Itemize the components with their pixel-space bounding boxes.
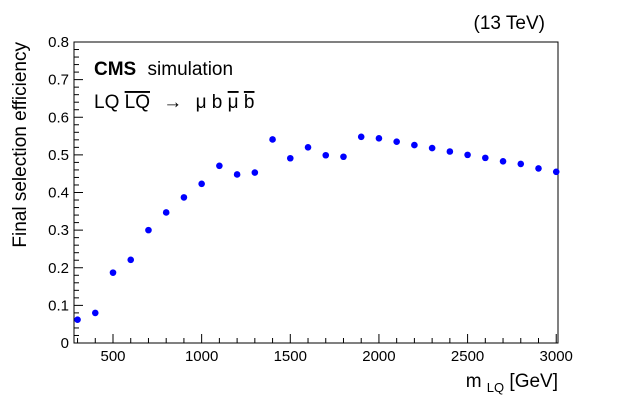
x-axis-label: m LQ [GeV] bbox=[466, 371, 558, 397]
data-point bbox=[91, 309, 99, 317]
y-tick-label: 0.7 bbox=[48, 72, 69, 89]
data-point bbox=[269, 136, 276, 143]
data-point bbox=[180, 194, 188, 201]
y-tick-label: 0.6 bbox=[48, 109, 69, 126]
x-tick-label: 3000 bbox=[540, 348, 573, 365]
y-tick-label: 0.8 bbox=[48, 34, 69, 51]
process-lq: LQ bbox=[94, 92, 119, 113]
y-tick-label: 0.4 bbox=[48, 185, 69, 202]
y-tick-label: 0 bbox=[61, 335, 69, 352]
data-point bbox=[286, 154, 294, 162]
data-point bbox=[251, 169, 259, 176]
data-point bbox=[233, 171, 241, 178]
energy-label: (13 TeV) bbox=[474, 13, 545, 34]
x-tick-label: 500 bbox=[100, 348, 125, 365]
data-point bbox=[109, 269, 117, 276]
x-axis-label-sub: LQ bbox=[487, 380, 504, 395]
x-tick-label: 2500 bbox=[451, 348, 484, 365]
process-mu2: μ bbox=[228, 92, 239, 113]
process-lq-bar: LQ bbox=[125, 92, 150, 113]
y-axis-label: Final selection efficiency bbox=[10, 42, 31, 248]
y-tick-label: 0.5 bbox=[48, 147, 69, 164]
data-point bbox=[145, 226, 152, 234]
process-mu1: μ bbox=[196, 92, 207, 113]
data-point bbox=[216, 162, 223, 170]
data-point bbox=[411, 141, 418, 149]
data-point bbox=[464, 151, 471, 159]
data-point bbox=[127, 256, 135, 264]
process-label: LQ LQ → μ b μ b bbox=[94, 92, 254, 113]
data-point bbox=[162, 209, 170, 216]
data-point bbox=[482, 154, 489, 162]
process-b2: b bbox=[244, 92, 255, 113]
data-point bbox=[198, 180, 205, 188]
data-point bbox=[357, 133, 365, 141]
data-point bbox=[304, 144, 312, 151]
x-axis-label-main: m bbox=[466, 371, 482, 392]
x-tick-label: 1500 bbox=[274, 348, 307, 365]
data-point bbox=[499, 157, 507, 165]
y-tick-label: 0.3 bbox=[48, 222, 69, 239]
data-point bbox=[552, 168, 560, 176]
data-point bbox=[322, 151, 330, 159]
cms-status-label: CMS simulation bbox=[94, 59, 233, 80]
x-axis-label-unit: [GeV] bbox=[509, 371, 558, 392]
data-point bbox=[446, 148, 454, 155]
data-point bbox=[517, 160, 525, 168]
x-tick-label: 2000 bbox=[362, 348, 395, 365]
data-point bbox=[74, 316, 81, 323]
y-tick-label: 0.1 bbox=[48, 297, 69, 314]
y-tick-label: 0.2 bbox=[48, 260, 69, 277]
data-point bbox=[375, 135, 383, 142]
process-b1: b bbox=[212, 92, 223, 113]
plot-frame bbox=[73, 41, 559, 344]
x-tick-label: 1000 bbox=[185, 348, 218, 365]
process-arrow: → bbox=[163, 92, 182, 113]
data-point bbox=[393, 138, 400, 146]
data-point bbox=[340, 153, 347, 161]
data-point bbox=[535, 165, 542, 172]
data-point bbox=[428, 144, 436, 152]
status-label: simulation bbox=[148, 59, 234, 80]
experiment-label: CMS bbox=[94, 59, 136, 80]
